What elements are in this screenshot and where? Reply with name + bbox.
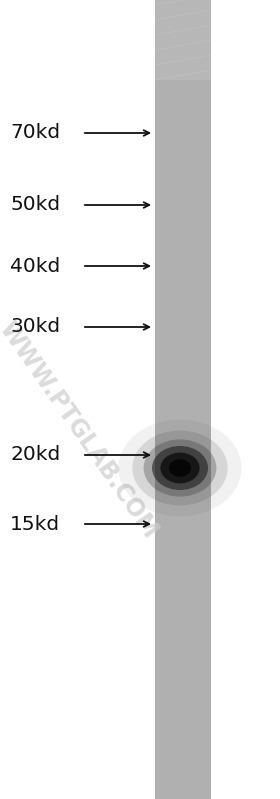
Text: 70kd: 70kd <box>10 124 60 142</box>
Text: 30kd: 30kd <box>10 317 60 336</box>
Ellipse shape <box>118 419 242 516</box>
Ellipse shape <box>152 446 208 490</box>
Text: 15kd: 15kd <box>10 515 60 534</box>
Text: 40kd: 40kd <box>10 256 60 276</box>
Ellipse shape <box>169 459 191 477</box>
Bar <box>155 0 211 80</box>
Text: 50kd: 50kd <box>10 196 60 214</box>
Text: WWW.PTGLAB.COM: WWW.PTGLAB.COM <box>0 317 162 543</box>
Ellipse shape <box>144 439 216 497</box>
Bar <box>155 0 211 799</box>
Text: 20kd: 20kd <box>10 446 60 464</box>
Ellipse shape <box>132 431 228 506</box>
Ellipse shape <box>160 452 200 483</box>
